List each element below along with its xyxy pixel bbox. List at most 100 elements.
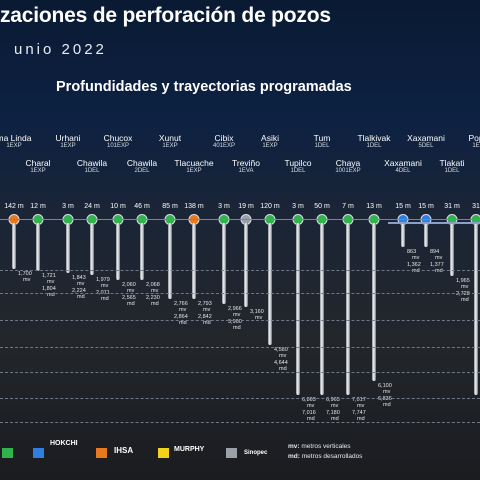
well-name: Pop — [468, 133, 480, 143]
well-name: Xaxamani — [384, 158, 422, 168]
well-md-value: 1,377 — [430, 262, 444, 268]
well-md-value: 2,230 — [146, 295, 160, 301]
well-type: 1EXP — [6, 143, 22, 149]
well-mv-unit: mv — [331, 403, 339, 409]
well-md-value: 3,960 — [228, 319, 242, 325]
well-elevation: 3 m — [292, 203, 304, 210]
well-md-unit: md — [383, 402, 391, 408]
well-trajectory — [168, 223, 172, 299]
well-name: Cibix — [214, 133, 234, 143]
page-title: zaciones de perforación de pozos — [0, 4, 331, 27]
well-elevation: 3 m — [62, 203, 74, 210]
well-mv-value: 7,017 — [352, 397, 366, 403]
well-name: Tlalkivak — [357, 133, 391, 143]
well-name: Tlacuache — [174, 158, 214, 168]
legend-yellow-swatch — [158, 448, 169, 458]
well-type: 5DEL — [418, 143, 434, 149]
well-elevation: 12 m — [30, 203, 46, 210]
well-type: 1EXP — [30, 168, 46, 174]
well-mv-value: 2,793 — [198, 301, 212, 307]
well-elevation: 3 m — [218, 203, 230, 210]
depth-gridline — [0, 422, 480, 423]
well-name: Tlakati — [439, 158, 465, 168]
well-md-value: 2,864 — [174, 314, 188, 320]
well-name: Chawila — [126, 158, 158, 168]
well-md-unit: md — [151, 301, 159, 307]
well-mv-unit: mv — [233, 312, 241, 318]
well-mv-unit: mv — [151, 288, 159, 294]
well-md-value: 6,836 — [378, 396, 392, 402]
well-elevation: 7 m — [342, 203, 354, 210]
well-mv-unit: mv — [412, 255, 420, 261]
well-mv-value: 6,863 — [302, 397, 316, 403]
legend-mv-key: mv: — [288, 443, 300, 450]
well-md-unit: md — [127, 301, 135, 307]
well-mv-value: 1,700 — [18, 271, 32, 277]
well-type: 1DEL — [366, 143, 382, 149]
well-md-unit: md — [307, 416, 315, 422]
well-md-unit: md — [203, 320, 211, 326]
depth-gridline — [0, 372, 480, 373]
hokchi-logo: HOKCHI — [50, 440, 78, 447]
well-mv-value: 3,160 — [250, 309, 264, 315]
well-mv-value: 6,965 — [326, 397, 340, 403]
well-mv-value: 2,766 — [174, 301, 188, 307]
well-mv-unit: mv — [203, 307, 211, 313]
well-type: 1DEL — [444, 168, 460, 174]
well-name: ma Linda — [0, 133, 32, 143]
well-mv-value: 1,843 — [72, 275, 86, 281]
well-name: Tum — [313, 133, 331, 143]
well-trajectory — [450, 223, 454, 276]
ground-line-highlight — [388, 222, 480, 224]
well-trajectory — [268, 223, 272, 345]
well-elevation: 142 m — [4, 203, 24, 210]
well-trajectory — [12, 223, 16, 269]
well-mv-unit: mv — [101, 283, 109, 289]
well-trajectory — [424, 223, 428, 247]
well-name: Chucox — [103, 133, 133, 143]
legend-md-text: metros desarrollados — [301, 453, 363, 460]
ground-line — [0, 219, 480, 220]
well-name: Treviño — [231, 158, 261, 168]
well-trajectory — [346, 223, 350, 395]
well-trajectory — [192, 223, 196, 299]
legend-md-key: md: — [288, 453, 300, 460]
well-mv-unit: mv — [461, 284, 469, 290]
legend-green-swatch — [2, 448, 13, 458]
well-trajectory — [474, 223, 478, 395]
well-type: 1EVA — [238, 168, 254, 174]
well-elevation: 15 m — [395, 203, 411, 210]
legend-note-mv: mv: metros verticales — [288, 443, 351, 450]
well-name: Asiki — [261, 133, 279, 143]
well-md-unit: md — [461, 297, 469, 303]
well-mv-value: 894 — [430, 249, 440, 255]
well-name: Xaxamani — [407, 133, 445, 143]
well-elevation: 15 m — [418, 203, 434, 210]
well-md-value: 2,224 — [72, 288, 86, 294]
well-md-unit: md — [412, 268, 420, 274]
well-md-value: 7,747 — [352, 410, 366, 416]
well-mv-value: 2,068 — [146, 282, 160, 288]
well-md-value: 1,362 — [407, 262, 421, 268]
well-elevation: 13 m — [366, 203, 382, 210]
well-type: 1001EXP — [335, 168, 361, 174]
well-type: 1EXP — [162, 143, 178, 149]
well-mv-unit: mv — [23, 277, 31, 283]
well-type: 1EXP — [186, 168, 202, 174]
well-elevation: 31 m — [444, 203, 460, 210]
sinopec-logo: Sinopec — [244, 450, 268, 456]
well-trajectory — [320, 223, 324, 395]
well-mv-value: 6,100 — [378, 383, 392, 389]
well-trajectory — [116, 223, 120, 280]
well-md-value: 2,842 — [198, 314, 212, 320]
well-mv-value: 4,580 — [274, 347, 288, 353]
well-trajectory — [372, 223, 376, 381]
well-md-value: 7,016 — [302, 410, 316, 416]
well-elevation: 31 — [472, 203, 480, 210]
depth-gridline — [0, 320, 480, 321]
well-trajectory — [401, 223, 405, 247]
depth-gridline — [0, 293, 480, 294]
well-type: 4DEL — [395, 168, 411, 174]
well-trajectory — [140, 223, 144, 280]
well-mv-value: 1,965 — [456, 278, 470, 284]
